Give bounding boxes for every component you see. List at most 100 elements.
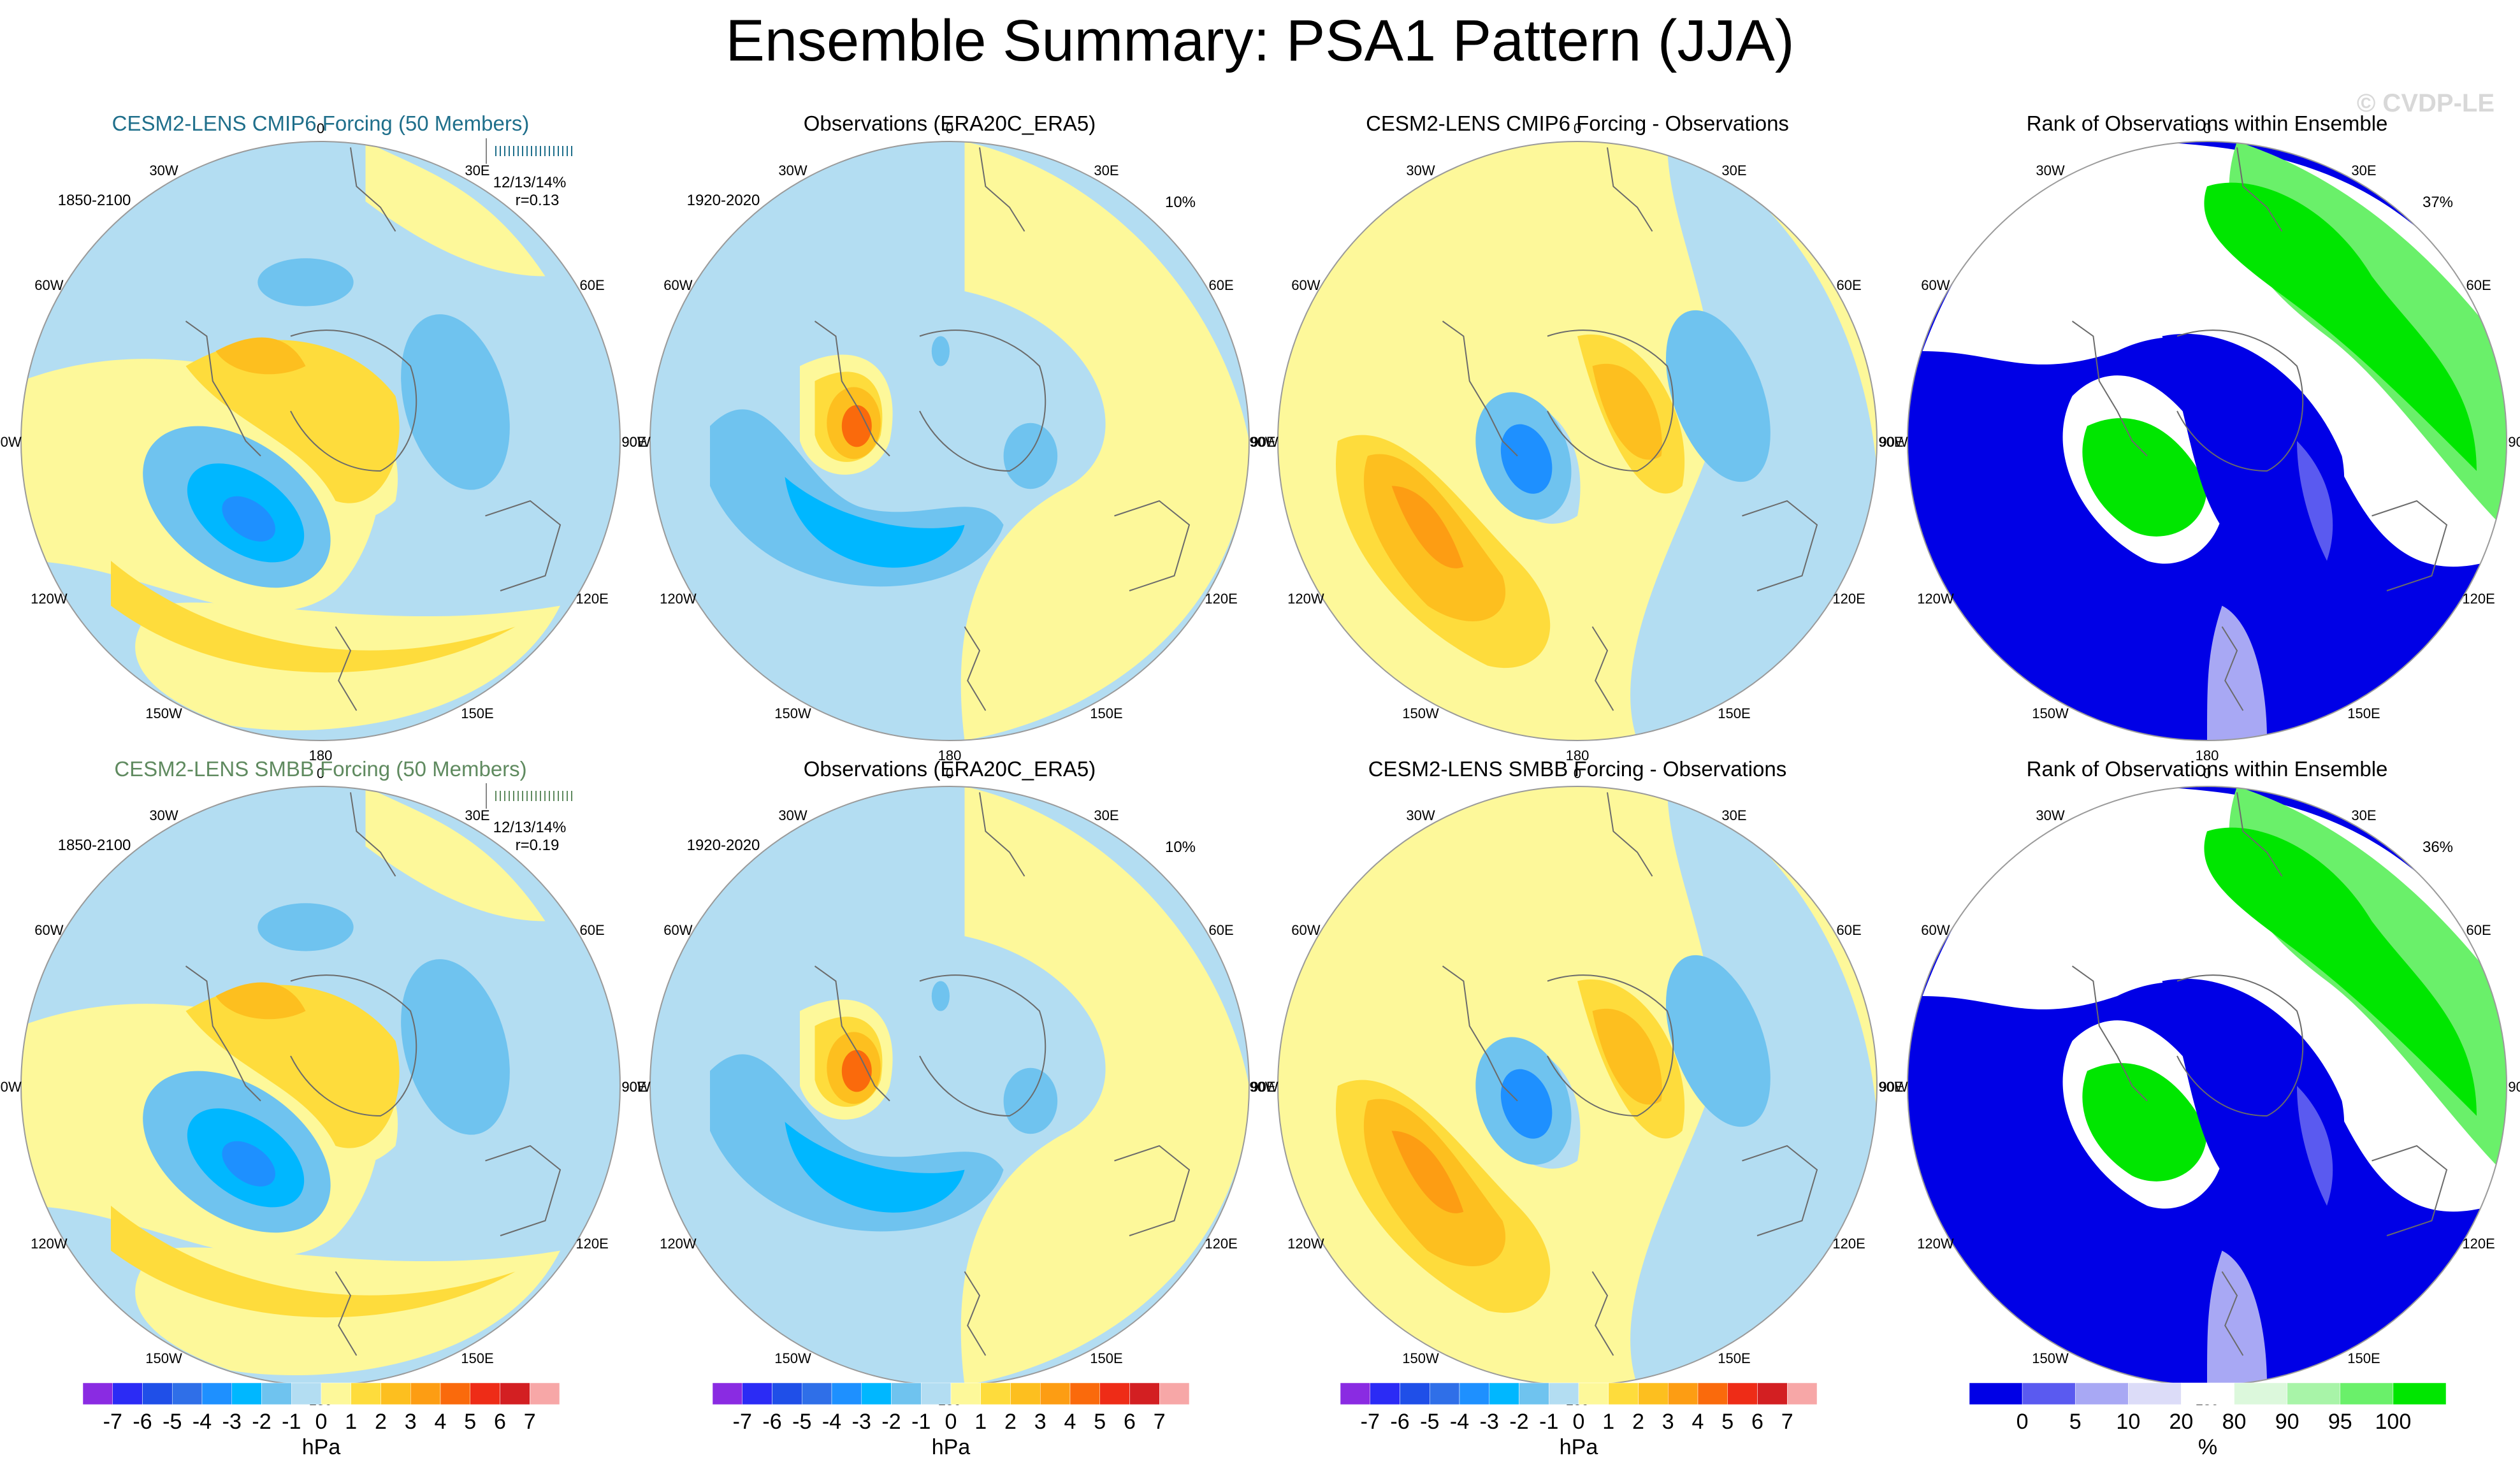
colorbar-tick-label: 5 xyxy=(1094,1410,1106,1434)
coastline xyxy=(919,974,1046,1117)
field-contour xyxy=(1592,1008,1662,1105)
longitude-label: 60W xyxy=(34,277,63,293)
colorbar-swatch xyxy=(2128,1382,2182,1405)
longitude-label: 30W xyxy=(778,807,807,823)
field-contour xyxy=(2162,333,2345,556)
map-panel: 030E60E90E120E150E180150W120W90W60W30WOb… xyxy=(621,757,1275,1408)
coastline xyxy=(1114,1145,1191,1236)
longitude-label: 150E xyxy=(461,1350,493,1366)
panel-title: Rank of Observations within Ensemble xyxy=(2027,757,2388,781)
colorbar-tick-label: -2 xyxy=(252,1410,271,1434)
coastline xyxy=(2176,974,2304,1117)
colorbar-tick-label: 6 xyxy=(494,1410,506,1434)
colorbar-tick-label: 7 xyxy=(1781,1410,1793,1434)
colorbar-units-label: hPa xyxy=(302,1435,341,1459)
longitude-label: 150W xyxy=(774,705,811,721)
colorbar-swatch xyxy=(2287,1382,2341,1405)
field-contour xyxy=(2297,1086,2333,1206)
longitude-label: 0 xyxy=(1574,120,1581,136)
longitude-label: 150W xyxy=(1402,1350,1439,1366)
coastline xyxy=(290,329,417,472)
colorbar-tick-label: 2 xyxy=(1004,1410,1017,1434)
map-panel: 030E60E90E120E150E180150W120W90W60W30WCE… xyxy=(1249,757,1903,1408)
panel-title: CESM2-LENS CMIP6 Forcing (50 Members) xyxy=(112,112,530,135)
map-panel: 030E60E90E120E150E180150W120W90W60W30WOb… xyxy=(621,112,1275,763)
colorbar-tick-label: 0 xyxy=(945,1410,957,1434)
field-contour xyxy=(2162,978,2345,1201)
longitude-label: 60W xyxy=(34,922,63,938)
colorbar-tick-label: 5 xyxy=(464,1410,476,1434)
colorbar-swatch xyxy=(1040,1382,1071,1405)
colorbar-swatch xyxy=(2075,1382,2129,1405)
coastline xyxy=(350,792,396,877)
longitude-label: 60E xyxy=(1209,277,1234,293)
colorbar-tick-label: -7 xyxy=(103,1410,122,1434)
colorbar-tick-label: 100 xyxy=(2375,1410,2412,1434)
longitude-label: 120E xyxy=(1205,591,1237,607)
percent-variance-label: 10% xyxy=(1165,194,1196,211)
watermark: © CVDP-LE xyxy=(2356,89,2495,117)
coastline xyxy=(2236,792,2283,877)
colorbar-tick-label: -1 xyxy=(282,1410,301,1434)
colorbar-swatch xyxy=(2181,1382,2234,1405)
field-layer xyxy=(21,786,620,1385)
longitude-label: 150E xyxy=(1718,705,1750,721)
figure-title: Ensemble Summary: PSA1 Pattern (JJA) xyxy=(725,8,1795,73)
longitude-label: 120E xyxy=(1832,1236,1865,1252)
colorbar-tick-label: 3 xyxy=(1662,1410,1674,1434)
colorbar-swatch xyxy=(261,1382,292,1405)
longitude-label: 150W xyxy=(145,1350,182,1366)
longitude-label: 120W xyxy=(1287,1236,1324,1252)
field-contour xyxy=(401,959,510,1135)
colorbar-tick-label: -5 xyxy=(792,1410,811,1434)
longitude-label: 90E xyxy=(1878,434,1903,450)
longitude-label: 0 xyxy=(317,765,324,781)
field-contour xyxy=(841,405,872,447)
colorbar-swatch xyxy=(1578,1382,1609,1405)
field-contour xyxy=(365,786,546,921)
coastline xyxy=(2071,965,2148,1102)
colorbar-swatch xyxy=(2022,1382,2076,1405)
colorbar-swatch xyxy=(112,1382,143,1405)
colorbar-tick-label: -7 xyxy=(1361,1410,1380,1434)
field-layer xyxy=(1278,141,1877,741)
coastline xyxy=(485,500,561,591)
colorbar-tick-label: -3 xyxy=(852,1410,871,1434)
variance-range-label: 12/13/14% xyxy=(493,174,567,191)
colorbar-tick-label: 0 xyxy=(1573,1410,1585,1434)
colorbar-tick-label: 4 xyxy=(1692,1410,1704,1434)
longitude-label: 150W xyxy=(2032,705,2069,721)
colorbar-swatch xyxy=(1757,1382,1788,1405)
field-contour xyxy=(841,1050,872,1092)
panel-title: CESM2-LENS SMBB Forcing - Observations xyxy=(1368,757,1787,781)
field-contour xyxy=(931,981,950,1011)
field-contour xyxy=(2082,418,2207,537)
field-layer xyxy=(1908,141,2507,741)
coastline xyxy=(2372,1145,2448,1236)
field-contour xyxy=(222,1141,275,1187)
colorbar-swatch xyxy=(1129,1382,1160,1405)
field-contour xyxy=(401,314,510,490)
longitude-label: 90W xyxy=(1249,1079,1278,1095)
colorbar-swatch xyxy=(1340,1382,1370,1405)
longitude-label: 120W xyxy=(1917,591,1954,607)
field-contour xyxy=(222,496,275,542)
longitude-label: 150W xyxy=(145,705,182,721)
longitude-label: 120E xyxy=(576,591,608,607)
colorbar-tick-label: -3 xyxy=(222,1410,242,1434)
colorbar-swatch xyxy=(1370,1382,1400,1405)
longitude-label: 30E xyxy=(1721,807,1746,823)
colorbar-swatch xyxy=(470,1382,500,1405)
coastline xyxy=(185,965,261,1102)
colorbar-swatch xyxy=(172,1382,203,1405)
longitude-label: 120E xyxy=(2462,1236,2495,1252)
map-border xyxy=(1907,141,2507,741)
coastline xyxy=(979,147,1025,232)
field-layer xyxy=(1908,786,2507,1385)
longitude-label: 120W xyxy=(1287,591,1324,607)
longitude-label: 90E xyxy=(2508,434,2520,450)
colorbar-swatch xyxy=(891,1382,922,1405)
colorbar-tick-label: 80 xyxy=(2222,1410,2247,1434)
longitude-label: 90W xyxy=(621,1079,650,1095)
